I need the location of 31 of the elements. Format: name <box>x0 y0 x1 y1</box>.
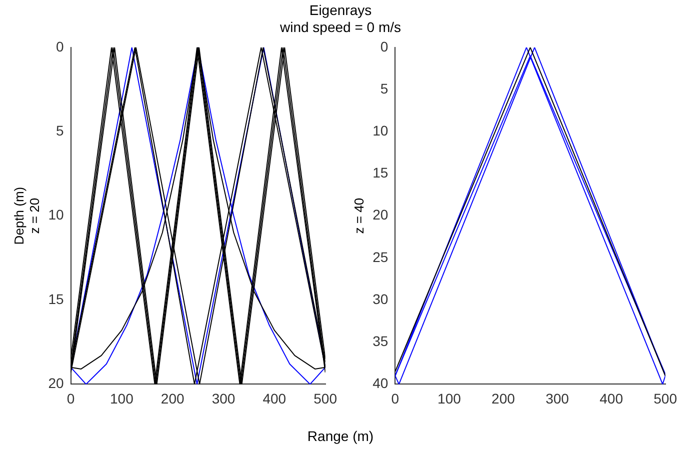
y-tick-label: 0 <box>380 38 388 54</box>
x-tick-label: 100 <box>438 390 462 406</box>
y-tick-label: 10 <box>372 122 388 138</box>
y-tick-label: 25 <box>372 248 388 265</box>
x-tick-label: 300 <box>546 390 570 406</box>
x-tick-label: 500 <box>654 390 678 406</box>
y-tick-label: 40 <box>372 375 388 392</box>
y-tick-label: 0 <box>56 38 64 54</box>
chart-title: Eigenrays <box>308 2 373 18</box>
y-axis-title: z = 40 <box>351 198 366 234</box>
chart-subtitle: wind speed = 0 m/s <box>278 19 402 35</box>
x-tick-label: 0 <box>66 390 75 406</box>
y-axis-title: Depth (m) z = 20 <box>11 186 42 245</box>
x-axis-title: Range (m) <box>306 428 375 444</box>
y-tick-label: 15 <box>372 164 388 181</box>
y-tick-label: 20 <box>372 206 388 223</box>
y-tick-label: 20 <box>48 375 64 392</box>
x-tick-label: 400 <box>262 390 286 406</box>
x-tick-label: 500 <box>314 390 338 406</box>
y-tick-label: 5 <box>56 122 64 138</box>
y-tick-label: 10 <box>48 206 64 223</box>
y-tick-label: 35 <box>372 332 388 349</box>
x-tick-label: 0 <box>391 390 400 406</box>
x-tick-label: 200 <box>492 390 516 406</box>
x-tick-label: 400 <box>600 390 624 406</box>
y-tick-label: 30 <box>372 290 388 307</box>
x-tick-label: 200 <box>160 390 184 406</box>
y-tick-label: 5 <box>380 80 388 96</box>
y-tick-label: 15 <box>48 290 64 307</box>
x-tick-label: 300 <box>212 390 236 406</box>
x-tick-label: 100 <box>110 390 134 406</box>
